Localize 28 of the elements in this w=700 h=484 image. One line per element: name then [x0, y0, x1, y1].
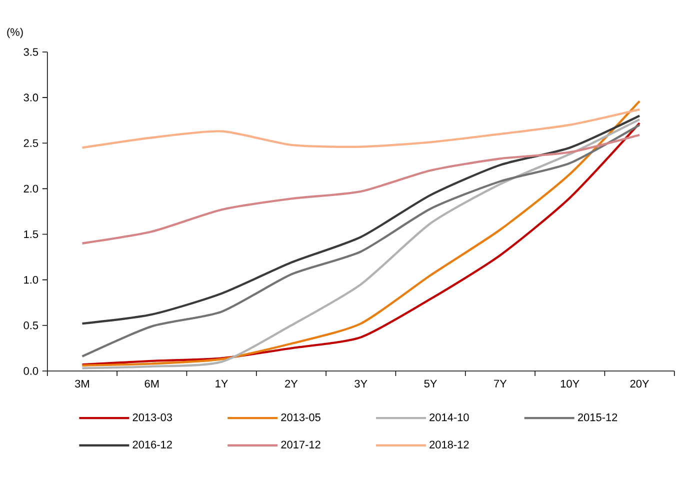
- x-tick-label: 5Y: [424, 380, 437, 388]
- line-series: [81, 134, 641, 244]
- y-tick-label: 3.0: [24, 94, 38, 102]
- y-axis-title: (%): [7, 28, 23, 38]
- line-series: [81, 114, 641, 325]
- legend-label: 2015-12: [578, 413, 618, 422]
- line-series: [81, 108, 641, 149]
- x-tick-label: 20Y: [630, 380, 650, 388]
- y-tick-label: 0.0: [24, 367, 38, 375]
- x-tick-label: 3Y: [354, 380, 368, 388]
- legend-label: 2017-12: [281, 440, 320, 448]
- y-tick-label: 1.0: [24, 276, 38, 284]
- y-tick-label: 3.5: [24, 48, 38, 56]
- y-tick-label: 0.5: [24, 322, 38, 330]
- x-tick-label: 10Y: [560, 380, 580, 388]
- y-tick-label: 2.5: [24, 139, 38, 147]
- y-tick-label: 2.0: [24, 184, 38, 193]
- legend-label: 2013-05: [281, 413, 320, 422]
- x-tick-label: 3M: [75, 380, 89, 388]
- x-tick-label: 1Y: [216, 380, 228, 388]
- x-tick-label: 2Y: [285, 380, 298, 388]
- legend-label: 2016-12: [132, 440, 172, 448]
- legend-label: 2013-03: [132, 413, 172, 422]
- legend-label: 2014-10: [430, 413, 469, 422]
- y-tick-label: 1.5: [24, 230, 38, 238]
- legend-label: 2018-12: [430, 440, 469, 448]
- x-tick-label: 6M: [144, 380, 159, 388]
- x-tick-label: 7Y: [494, 380, 507, 388]
